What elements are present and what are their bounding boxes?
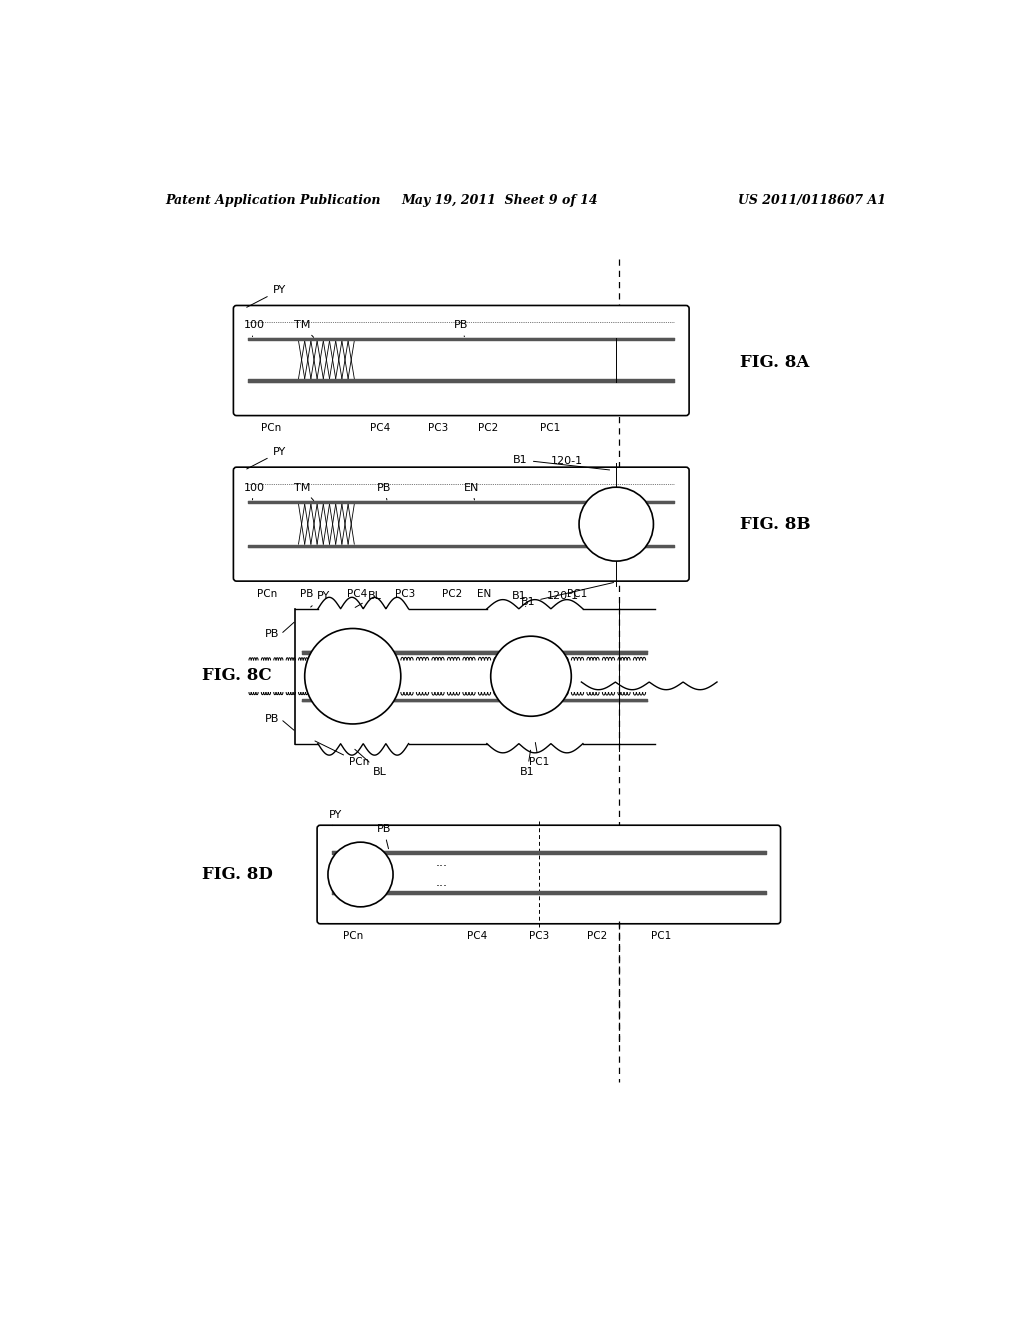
FancyBboxPatch shape (233, 305, 689, 416)
Text: PC1: PC1 (528, 742, 549, 767)
Text: PB: PB (377, 825, 391, 849)
Text: PC4: PC4 (346, 589, 367, 599)
Text: PC2: PC2 (587, 932, 607, 941)
Text: PC1: PC1 (651, 932, 672, 941)
Text: PC2: PC2 (441, 589, 462, 599)
Text: PC4: PC4 (467, 932, 486, 941)
Text: PCn: PCn (315, 741, 369, 767)
Text: FIG. 8A: FIG. 8A (740, 354, 810, 371)
Text: PY: PY (329, 810, 342, 825)
Text: PC3: PC3 (528, 932, 549, 941)
Text: ...: ... (436, 857, 447, 870)
Text: PCn: PCn (343, 932, 362, 941)
Text: 120-1: 120-1 (547, 591, 579, 601)
Text: PC3: PC3 (428, 424, 449, 433)
Text: BL: BL (355, 591, 381, 607)
Text: FIG. 8D: FIG. 8D (202, 866, 272, 883)
Text: Patent Application Publication: Patent Application Publication (165, 194, 381, 207)
Text: FIG. 8B: FIG. 8B (740, 516, 811, 533)
Text: PC1: PC1 (541, 424, 560, 433)
Circle shape (305, 628, 400, 723)
Text: PB: PB (377, 483, 391, 500)
Text: ...: ... (362, 653, 374, 667)
Text: ...: ... (362, 686, 374, 697)
Circle shape (579, 487, 653, 561)
Text: TM: TM (294, 321, 313, 338)
Text: B1: B1 (520, 582, 613, 607)
Text: EN: EN (477, 589, 492, 599)
Text: PY: PY (310, 591, 330, 607)
Text: B1: B1 (513, 455, 609, 470)
FancyBboxPatch shape (317, 825, 780, 924)
Text: PY: PY (247, 285, 286, 308)
Text: PB: PB (300, 589, 313, 599)
Text: B1: B1 (520, 750, 535, 776)
Circle shape (490, 636, 571, 717)
Text: PC1: PC1 (567, 589, 588, 599)
Text: PCn: PCn (257, 589, 278, 599)
Text: May 19, 2011  Sheet 9 of 14: May 19, 2011 Sheet 9 of 14 (401, 194, 598, 207)
Text: US 2011/0118607 A1: US 2011/0118607 A1 (738, 194, 886, 207)
Text: 100: 100 (244, 321, 265, 337)
Text: BL: BL (355, 750, 387, 776)
Circle shape (328, 842, 393, 907)
Text: PC3: PC3 (395, 589, 416, 599)
Text: PC4: PC4 (370, 424, 390, 433)
Text: 120-1: 120-1 (550, 457, 583, 466)
Text: PY: PY (247, 447, 286, 469)
Text: PB: PB (265, 714, 280, 723)
Text: TM: TM (294, 483, 313, 500)
FancyBboxPatch shape (233, 467, 689, 581)
Text: EN: EN (464, 483, 479, 500)
Text: PB: PB (454, 321, 468, 337)
Text: ...: ... (436, 875, 447, 888)
Text: 100: 100 (244, 483, 265, 500)
Text: FIG. 8C: FIG. 8C (202, 668, 271, 684)
Text: PB: PB (265, 630, 280, 639)
Text: PCn: PCn (261, 424, 282, 433)
Text: B1: B1 (512, 591, 526, 606)
Text: PC2: PC2 (478, 424, 499, 433)
